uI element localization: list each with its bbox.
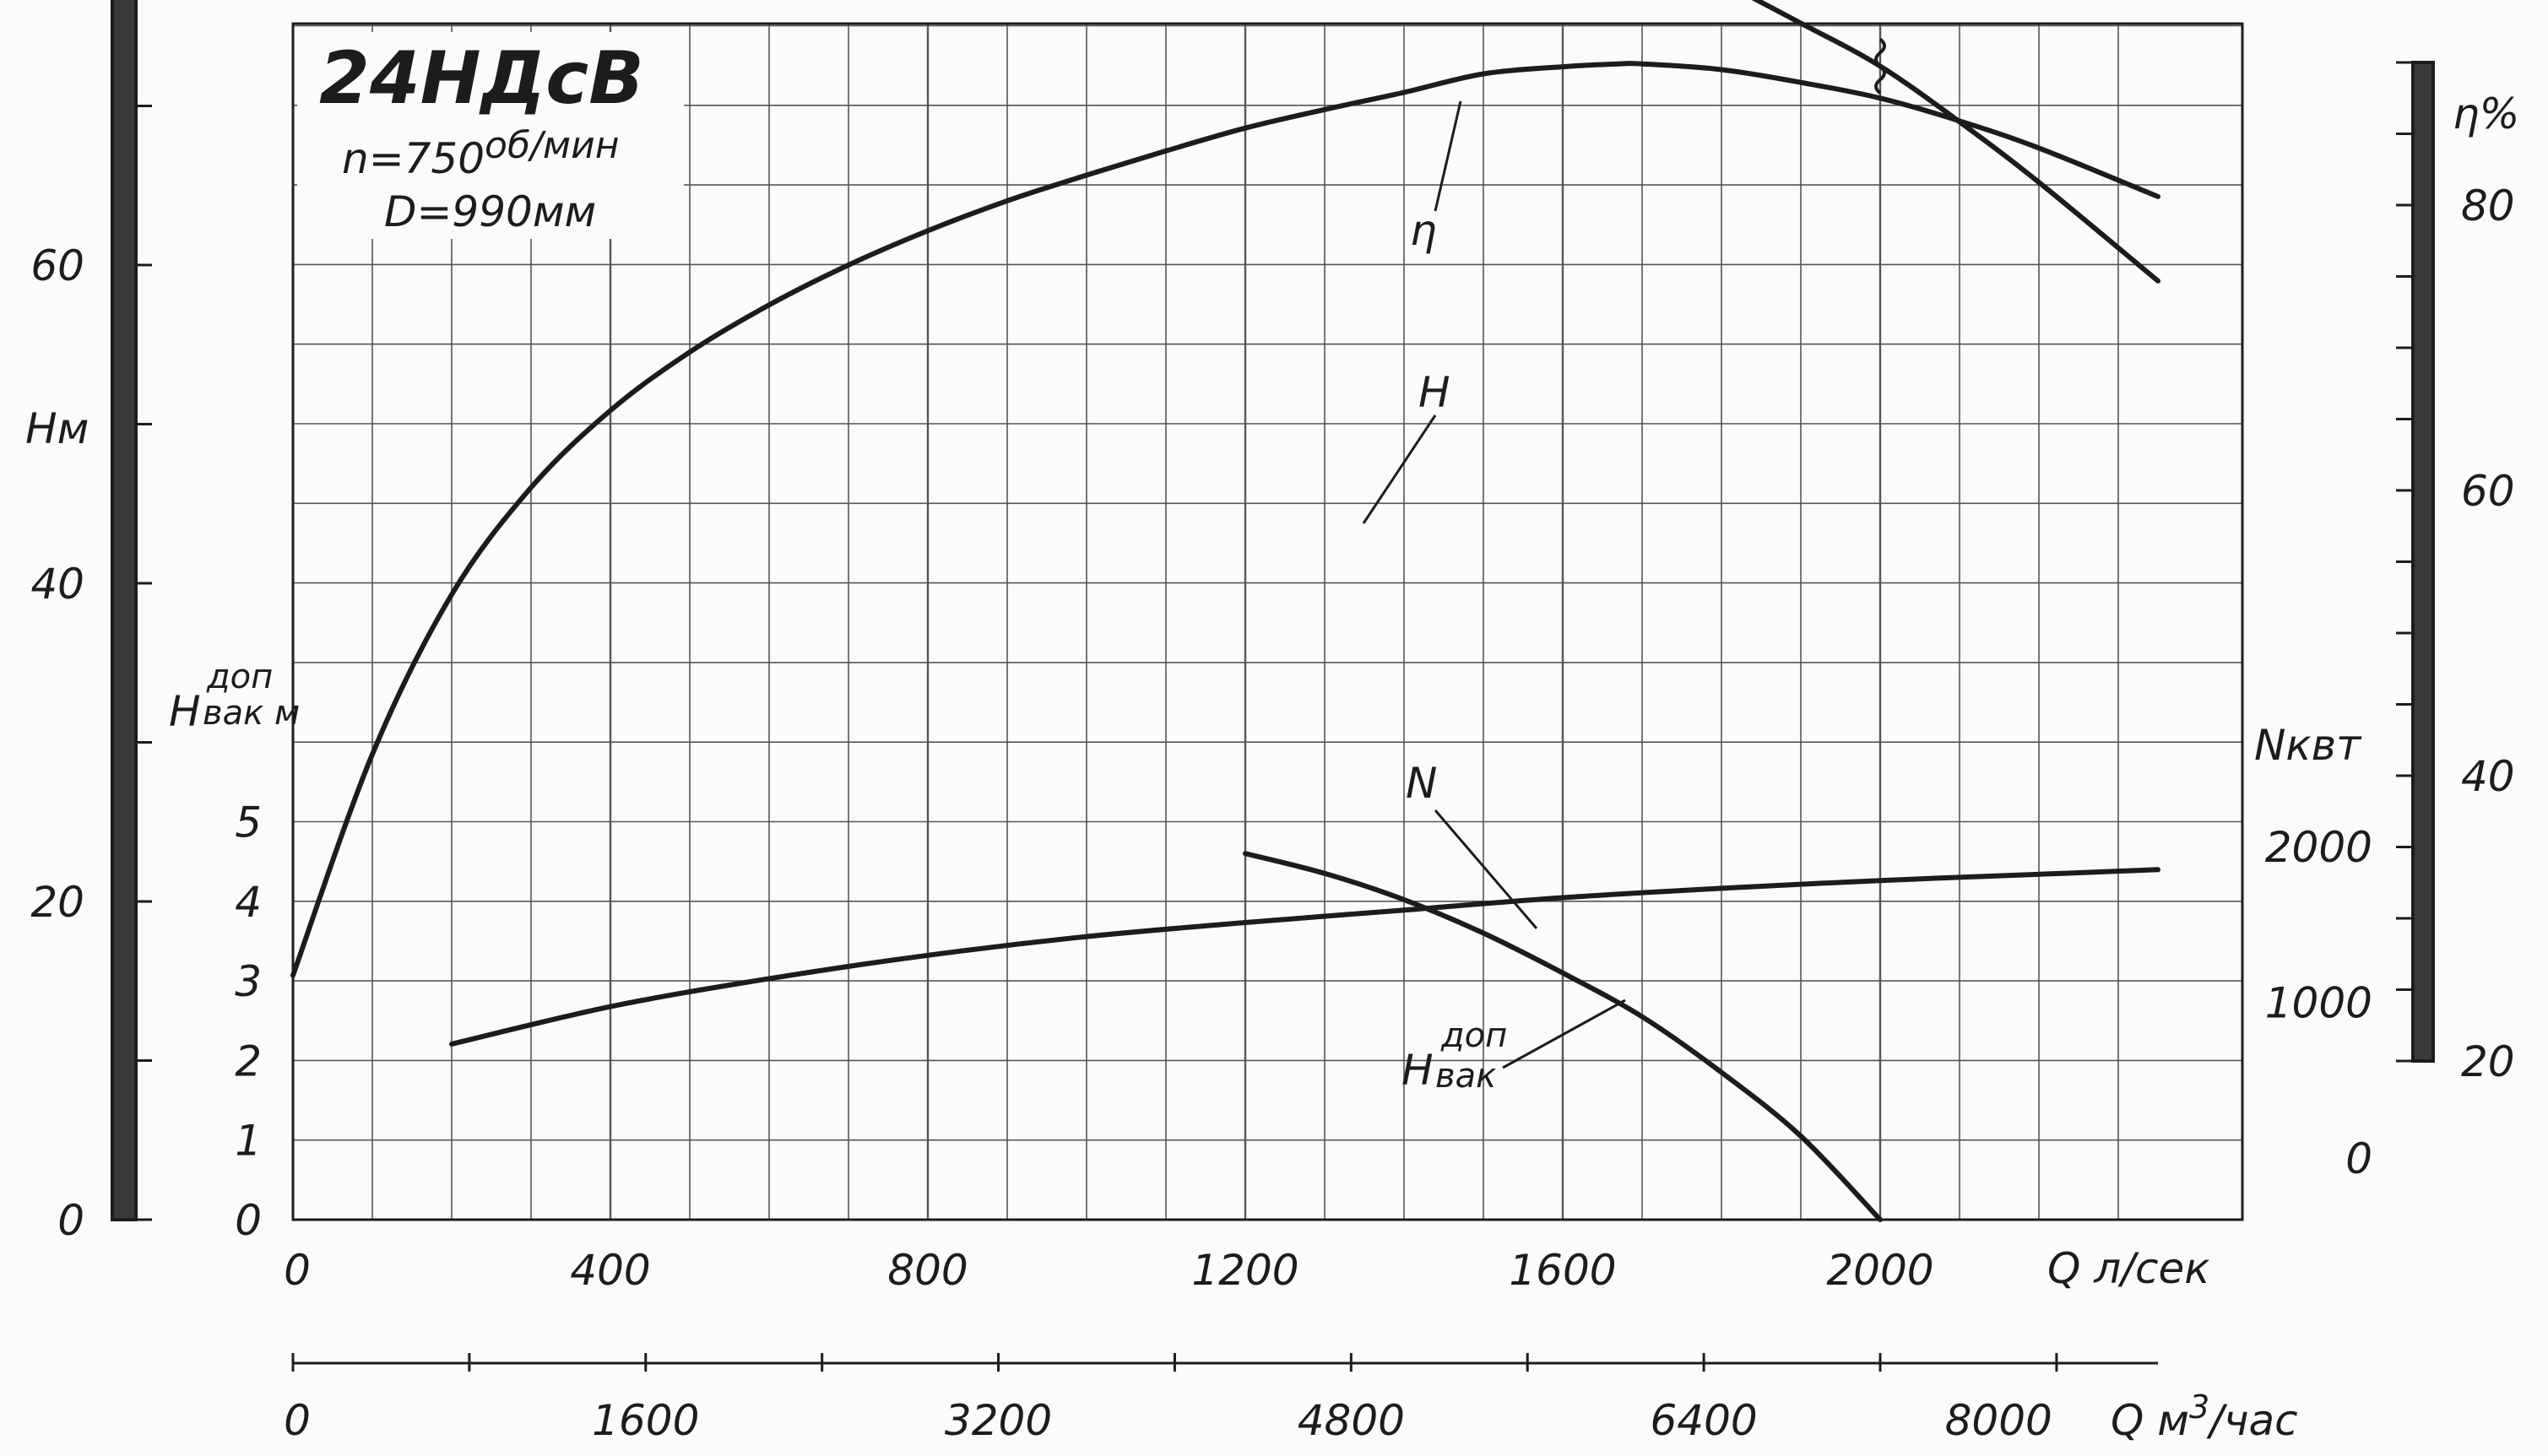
vacuum-tick-label: 1 <box>235 1117 262 1166</box>
vacuum-tick-label: 0 <box>235 1196 262 1245</box>
x-tick-label: 2000 <box>1826 1246 1933 1295</box>
vacuum-axis-title: Hдоп вак м <box>169 658 300 736</box>
vacuum-axis-h: H <box>169 687 201 736</box>
vacuum-axis-sub: вак м <box>203 694 300 733</box>
power-tick-label: 2000 <box>2265 823 2372 872</box>
secondary-x-tick-label: 1600 <box>592 1396 699 1445</box>
q-m3-axis-title: Q м3/час <box>2111 1388 2298 1445</box>
power-tick-label: 1000 <box>2265 979 2372 1028</box>
eta-curve-label: η <box>1410 206 1437 255</box>
x-tick-label: 1200 <box>1191 1246 1298 1295</box>
power-curve <box>449 867 2160 1047</box>
q-m3-label: Q м <box>2111 1396 2189 1445</box>
head-tick-label: 60 <box>30 241 84 290</box>
head-axis-title: Нм <box>25 404 89 453</box>
secondary-x-tick-label: 4800 <box>1298 1396 1405 1445</box>
head-tick-label: 20 <box>30 878 84 927</box>
x-tick-label: 800 <box>887 1246 968 1295</box>
vacuum-axis-sup: доп <box>206 658 273 696</box>
secondary-x-tick-label: 0 <box>284 1396 311 1445</box>
speed-parameter: n=750об/мин <box>342 124 619 183</box>
head-tick-label: 40 <box>30 560 84 609</box>
efficiency-tick-label: 60 <box>2461 467 2515 516</box>
vac-curve-label: Hдоп вак <box>1401 1016 1507 1096</box>
vacuum-tick-label: 5 <box>235 798 262 847</box>
vacuum-tick-label: 3 <box>235 957 262 1006</box>
head-tick-label: 0 <box>57 1196 84 1245</box>
speed-unit: об/мин <box>485 124 619 167</box>
h-curve-label: H <box>1418 368 1450 417</box>
secondary-x-tick-label: 6400 <box>1650 1396 1757 1445</box>
efficiency-tick-label: 20 <box>2461 1037 2515 1086</box>
chart-title: 24НДсВ <box>319 36 644 121</box>
q-m3-unit: /час <box>2206 1396 2298 1445</box>
q-ls-axis-title: Q л/сек <box>2047 1244 2210 1293</box>
q-m3-sup: 3 <box>2189 1388 2209 1426</box>
plot-frame <box>291 22 2244 1221</box>
vacuum-tick-label: 4 <box>235 878 262 927</box>
vacuum-curve <box>1243 851 1883 1222</box>
power-axis-title: Nквт <box>2254 721 2362 770</box>
chart-grid <box>291 22 2244 1221</box>
head-scale-bar <box>111 0 138 1221</box>
efficiency-scale-bar <box>2411 61 2435 1063</box>
vac-curve-h: H <box>1401 1046 1434 1095</box>
vac-leader-line <box>1502 999 1626 1069</box>
efficiency-tick-label: 80 <box>2461 181 2515 230</box>
n-leader-line <box>1434 809 1538 929</box>
title-box <box>297 32 684 239</box>
h-leader-line <box>1362 414 1437 524</box>
secondary-x-tick-label: 3200 <box>945 1396 1052 1445</box>
speed-value: n=750 <box>342 134 485 183</box>
vacuum-tick-label: 2 <box>235 1037 262 1085</box>
head-curve <box>1751 0 2160 284</box>
vac-curve-sup: доп <box>1440 1016 1507 1055</box>
x-tick-label: 0 <box>284 1246 311 1295</box>
x-tick-label: 1600 <box>1509 1246 1616 1295</box>
diameter-parameter: D=990мм <box>384 187 596 236</box>
efficiency-curve <box>290 61 2160 978</box>
x-tick-label: 400 <box>570 1246 650 1295</box>
efficiency-tick-label: 40 <box>2461 752 2515 801</box>
vac-curve-sub: вак <box>1435 1057 1496 1096</box>
operating-limit-marker <box>1874 37 1886 95</box>
secondary-x-tick-label: 8000 <box>1945 1396 2052 1445</box>
n-curve-label: N <box>1406 759 1437 808</box>
eta-leader-line <box>1434 100 1462 212</box>
efficiency-axis-title: η% <box>2453 89 2519 138</box>
power-tick-label: 0 <box>2345 1134 2372 1183</box>
chart-curves <box>290 0 2160 1222</box>
